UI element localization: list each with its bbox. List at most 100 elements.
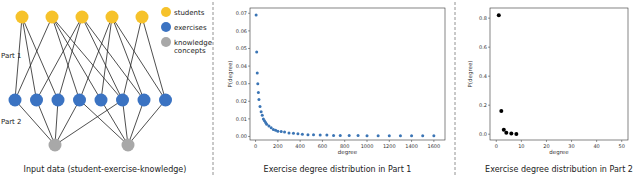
edge — [123, 17, 143, 100]
student-node — [16, 11, 29, 24]
edge — [55, 100, 58, 145]
y-tick — [248, 13, 250, 14]
legend-label-line: concepts — [174, 47, 206, 55]
x-tick-label: 0 — [254, 143, 257, 149]
plot-frame — [490, 8, 628, 140]
point — [377, 134, 380, 137]
y-tick-label: 0.06 — [236, 28, 247, 34]
point — [296, 132, 299, 135]
edge — [101, 100, 128, 145]
student-node — [46, 11, 59, 24]
caption: Input data (student-exercise-knowledge) — [24, 165, 187, 174]
edge — [128, 100, 166, 145]
y-tick-label: 0.00 — [236, 133, 247, 139]
y-tick-label: 0.0 — [479, 131, 487, 137]
legend-swatch — [161, 7, 171, 17]
y-axis-label: P(degree) — [227, 61, 234, 88]
legend-label-line: exercises — [174, 24, 207, 32]
edge — [82, 17, 144, 100]
x-tick-label: 1000 — [361, 143, 374, 149]
x-tick-label: 1600 — [427, 143, 440, 149]
x-tick-label: 1200 — [383, 143, 396, 149]
exercise-node — [116, 94, 129, 107]
exercise-node — [9, 94, 22, 107]
diagram: students exercises knowledgeconcepts Part 1… — [1, 7, 212, 174]
y-axis-label: P(degree) — [467, 61, 474, 88]
exercise-node — [159, 94, 172, 107]
point — [301, 133, 304, 136]
marks — [497, 13, 519, 136]
part-label: Part 2 — [1, 118, 22, 126]
x-tick-label: 40 — [593, 143, 599, 149]
divider — [455, 2, 456, 176]
y-tick — [488, 47, 490, 48]
edge — [128, 100, 144, 145]
x-tick-label: 0 — [495, 143, 498, 149]
y-tick — [248, 30, 250, 31]
y-tick-label: 0.01 — [236, 116, 247, 122]
point — [256, 82, 259, 85]
concept-node — [122, 139, 135, 152]
x-tick-label: 10 — [518, 143, 524, 149]
x-tick-label: 200 — [273, 143, 283, 149]
x-tick-label: 50 — [619, 143, 625, 149]
point — [388, 134, 391, 137]
edge — [37, 100, 56, 145]
edge — [52, 17, 123, 100]
point — [319, 134, 322, 137]
legend-label: knowledgeconcepts — [174, 39, 212, 55]
x-tick-label: 600 — [318, 143, 328, 149]
point — [256, 72, 259, 75]
point — [421, 134, 424, 137]
legend-label-line: knowledge — [174, 39, 212, 47]
y-tick — [248, 118, 250, 119]
legend-label-line: students — [174, 9, 205, 17]
caption: Exercise degree distribution in Part 1 — [264, 165, 412, 174]
point — [312, 133, 315, 136]
point — [399, 134, 402, 137]
y-tick-label: 0.4 — [479, 73, 487, 79]
y-tick — [488, 134, 490, 135]
edge — [112, 17, 166, 100]
point — [288, 131, 291, 134]
x-tick-label: 20 — [543, 143, 549, 149]
point — [514, 132, 518, 136]
point — [280, 130, 283, 133]
x-tick-label: 30 — [568, 143, 574, 149]
x-axis-label: degree — [338, 149, 358, 156]
legend-label: students — [174, 9, 205, 17]
y-tick-label: 0.02 — [236, 98, 247, 104]
legend-swatch — [161, 37, 171, 47]
y-tick — [488, 18, 490, 19]
y-tick — [488, 76, 490, 77]
point — [255, 14, 258, 17]
y-tick — [248, 66, 250, 67]
point — [348, 134, 351, 137]
exercise-node — [30, 94, 43, 107]
point — [504, 131, 508, 135]
y-tick-label: 0.6 — [479, 44, 487, 50]
chart: 020040060080010001200140016000.000.010.0… — [227, 8, 445, 174]
point — [357, 134, 360, 137]
caption: Exercise degree distribution in Part 2 — [485, 165, 633, 174]
exercise-node — [138, 94, 151, 107]
edge — [123, 100, 129, 145]
point — [339, 134, 342, 137]
part-label: Part 1 — [1, 52, 22, 60]
y-tick-label: 0.04 — [236, 63, 247, 69]
concept-node — [49, 139, 62, 152]
y-tick — [248, 101, 250, 102]
point — [276, 130, 279, 133]
figure: students exercises knowledgeconcepts Part 1… — [0, 0, 640, 178]
edges — [15, 17, 166, 145]
point — [499, 109, 503, 113]
point — [497, 13, 501, 17]
edge — [80, 17, 113, 100]
point — [257, 91, 260, 94]
student-node — [76, 11, 89, 24]
marks — [255, 14, 436, 138]
x-tick-label: 800 — [340, 143, 350, 149]
edge — [22, 17, 58, 100]
y-tick — [248, 48, 250, 49]
point — [432, 134, 435, 137]
